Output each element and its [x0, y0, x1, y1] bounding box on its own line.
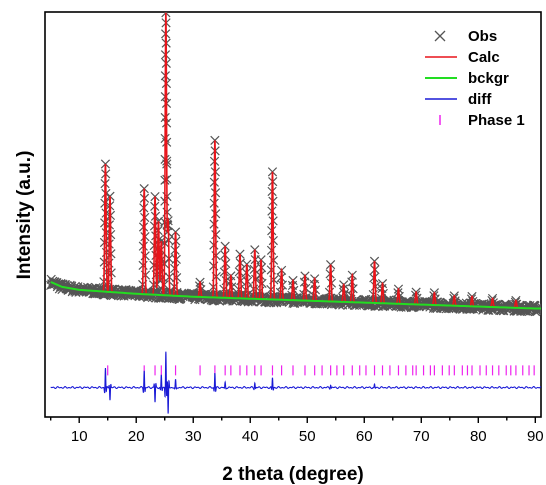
legend-label: Obs: [468, 28, 497, 45]
x-axis: 10 20 30 40 50 60 70 80 90: [50, 417, 544, 445]
x-tick-label: 40: [242, 428, 259, 445]
legend-label: Calc: [468, 49, 500, 66]
legend-label: bckgr: [468, 70, 509, 87]
x-tick-label: 10: [71, 428, 88, 445]
plot-area: [46, 12, 541, 414]
phase-ticks: [107, 365, 535, 376]
plot-frame: [44, 11, 542, 418]
legend: Obs Calc bckgr diff Phase 1: [425, 28, 525, 129]
obs-point: [536, 304, 541, 315]
legend-label: diff: [468, 91, 492, 108]
x-tick-label: 90: [527, 428, 544, 445]
bckgr-line: [50, 281, 541, 310]
x-tick-label: 30: [185, 428, 202, 445]
x-tick-label: 20: [128, 428, 145, 445]
x-axis-title: 2 theta (degree): [222, 464, 363, 485]
diff-line: [50, 351, 541, 414]
x-tick-label: 50: [299, 428, 316, 445]
x-tick-label: 60: [356, 428, 373, 445]
x-tick-label: 80: [470, 428, 487, 445]
y-axis-title: Intensity (a.u.): [14, 151, 35, 280]
x-tick-label: 70: [413, 428, 430, 445]
legend-obs-symbol: [434, 30, 446, 42]
legend-label: Phase 1: [468, 112, 525, 129]
